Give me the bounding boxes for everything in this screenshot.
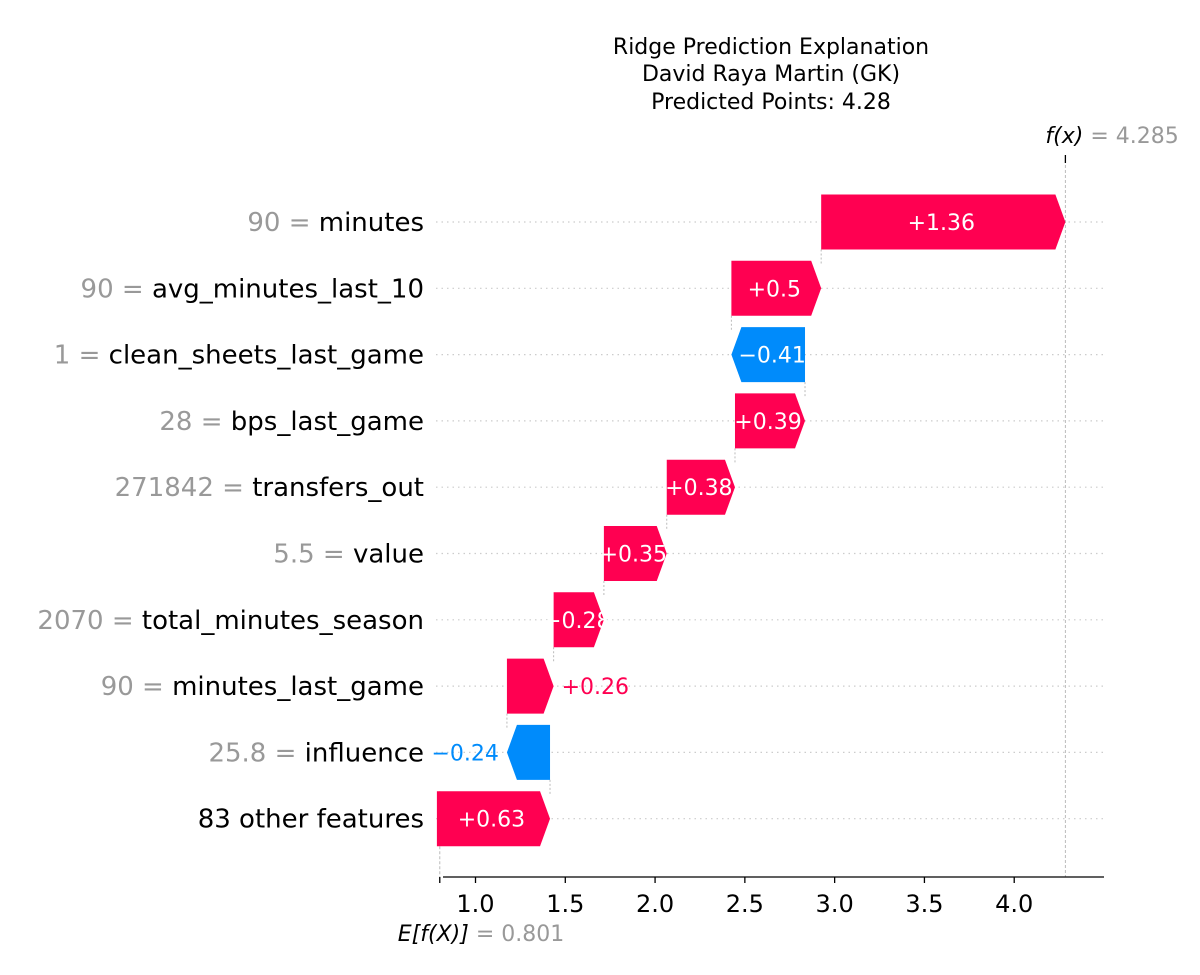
bar-value-label: +0.63 — [458, 808, 525, 833]
feature-value: 5.5 = — [273, 540, 353, 570]
contribution-bar — [731, 327, 806, 383]
x-tick-label: 4.0 — [995, 890, 1033, 918]
contribution-bar — [436, 791, 551, 847]
bar-value-label: +0.35 — [600, 543, 667, 568]
feature-value: 271842 = — [115, 473, 253, 503]
feature-label: 1 = clean_sheets_last_game — [54, 341, 424, 371]
bar-value-label: +0.28 — [543, 609, 610, 634]
contribution-bar — [603, 526, 667, 581]
feature-name: avg_minutes_last_10 — [152, 274, 424, 304]
chart-title: Ridge Prediction Explanation David Raya … — [613, 35, 929, 115]
bar-value-label: +1.36 — [908, 211, 975, 236]
feature-name: clean_sheets_last_game — [109, 341, 424, 371]
feature-name: value — [353, 540, 424, 570]
feature-value: 2070 = — [37, 606, 141, 636]
feature-name: total_minutes_season — [142, 606, 424, 636]
feature-name: minutes — [319, 208, 424, 238]
title-line-3: Predicted Points: 4.28 — [651, 90, 891, 115]
x-tick-label: 2.5 — [726, 890, 764, 918]
model-output-number: = 4.285 — [1090, 124, 1178, 149]
feature-name: bps_last_game — [231, 407, 424, 437]
feature-name: minutes_last_game — [172, 672, 424, 702]
contribution-bars: +1.36 +0.5 −0.41 +0.39 +0.38 +0.35 +0.28 +0.26 −… — [432, 194, 1066, 847]
feature-label: 271842 = transfers_out — [115, 473, 424, 503]
x-tick-label: 3.0 — [816, 890, 854, 918]
contribution-bar — [666, 459, 735, 515]
feature-label: 90 = avg_minutes_last_10 — [81, 274, 424, 304]
expected-value-number: = 0.801 — [476, 922, 564, 947]
expected-value-annotation: E[f(X)] = 0.801 — [398, 922, 564, 947]
feature-value: 28 = — [159, 407, 230, 437]
feature-value: 90 = — [81, 274, 152, 304]
feature-label: 83 other features — [198, 805, 424, 835]
expected-and-output-annotations: E[f(X)] = 0.801 f(x) = 4.285 — [398, 124, 1179, 947]
contribution-bar — [553, 592, 604, 648]
contribution-bar — [506, 724, 551, 780]
title-line-1: Ridge Prediction Explanation — [613, 35, 929, 60]
contribution-bar — [821, 194, 1066, 250]
contribution-bar — [734, 393, 806, 449]
contribution-bar — [731, 260, 822, 316]
feature-value: 90 = — [247, 208, 318, 238]
bar-value-label: +0.39 — [734, 410, 801, 435]
expected-value-symbol: E[f(X)] — [398, 922, 476, 947]
bar-value-label: −0.24 — [432, 741, 499, 766]
feature-name: influence — [305, 738, 424, 768]
feature-label: 90 = minutes — [247, 208, 424, 238]
title-line-2: David Raya Martin (GK) — [642, 62, 900, 87]
feature-value: 25.8 = — [208, 738, 304, 768]
feature-label: 28 = bps_last_game — [159, 407, 424, 437]
feature-label: 2070 = total_minutes_season — [37, 606, 424, 636]
feature-name: transfers_out — [252, 473, 424, 503]
feature-label: 90 = minutes_last_game — [101, 672, 424, 702]
x-tick-label: 2.0 — [636, 890, 674, 918]
bar-value-label: +0.5 — [748, 277, 801, 302]
contribution-bar — [506, 658, 554, 714]
x-tick-label: 1.5 — [546, 890, 584, 918]
feature-value: 90 = — [101, 672, 172, 702]
bar-value-label: −0.41 — [738, 344, 805, 369]
feature-label: 25.8 = influence — [208, 738, 424, 768]
x-axis: 1.0 1.5 2.0 2.5 3.0 3.5 4.0 — [439, 876, 1104, 918]
feature-name: 83 other features — [198, 805, 424, 835]
x-tick-label: 3.5 — [905, 890, 943, 918]
bar-value-label: +0.38 — [665, 476, 732, 501]
bar-value-label: +0.26 — [562, 675, 629, 700]
x-tick-label: 1.0 — [456, 890, 494, 918]
feature-label: 5.5 = value — [273, 540, 424, 570]
feature-value: 1 = — [54, 341, 109, 371]
model-output-annotation: f(x) = 4.285 — [1045, 124, 1178, 149]
model-output-symbol: f(x) — [1045, 124, 1090, 149]
